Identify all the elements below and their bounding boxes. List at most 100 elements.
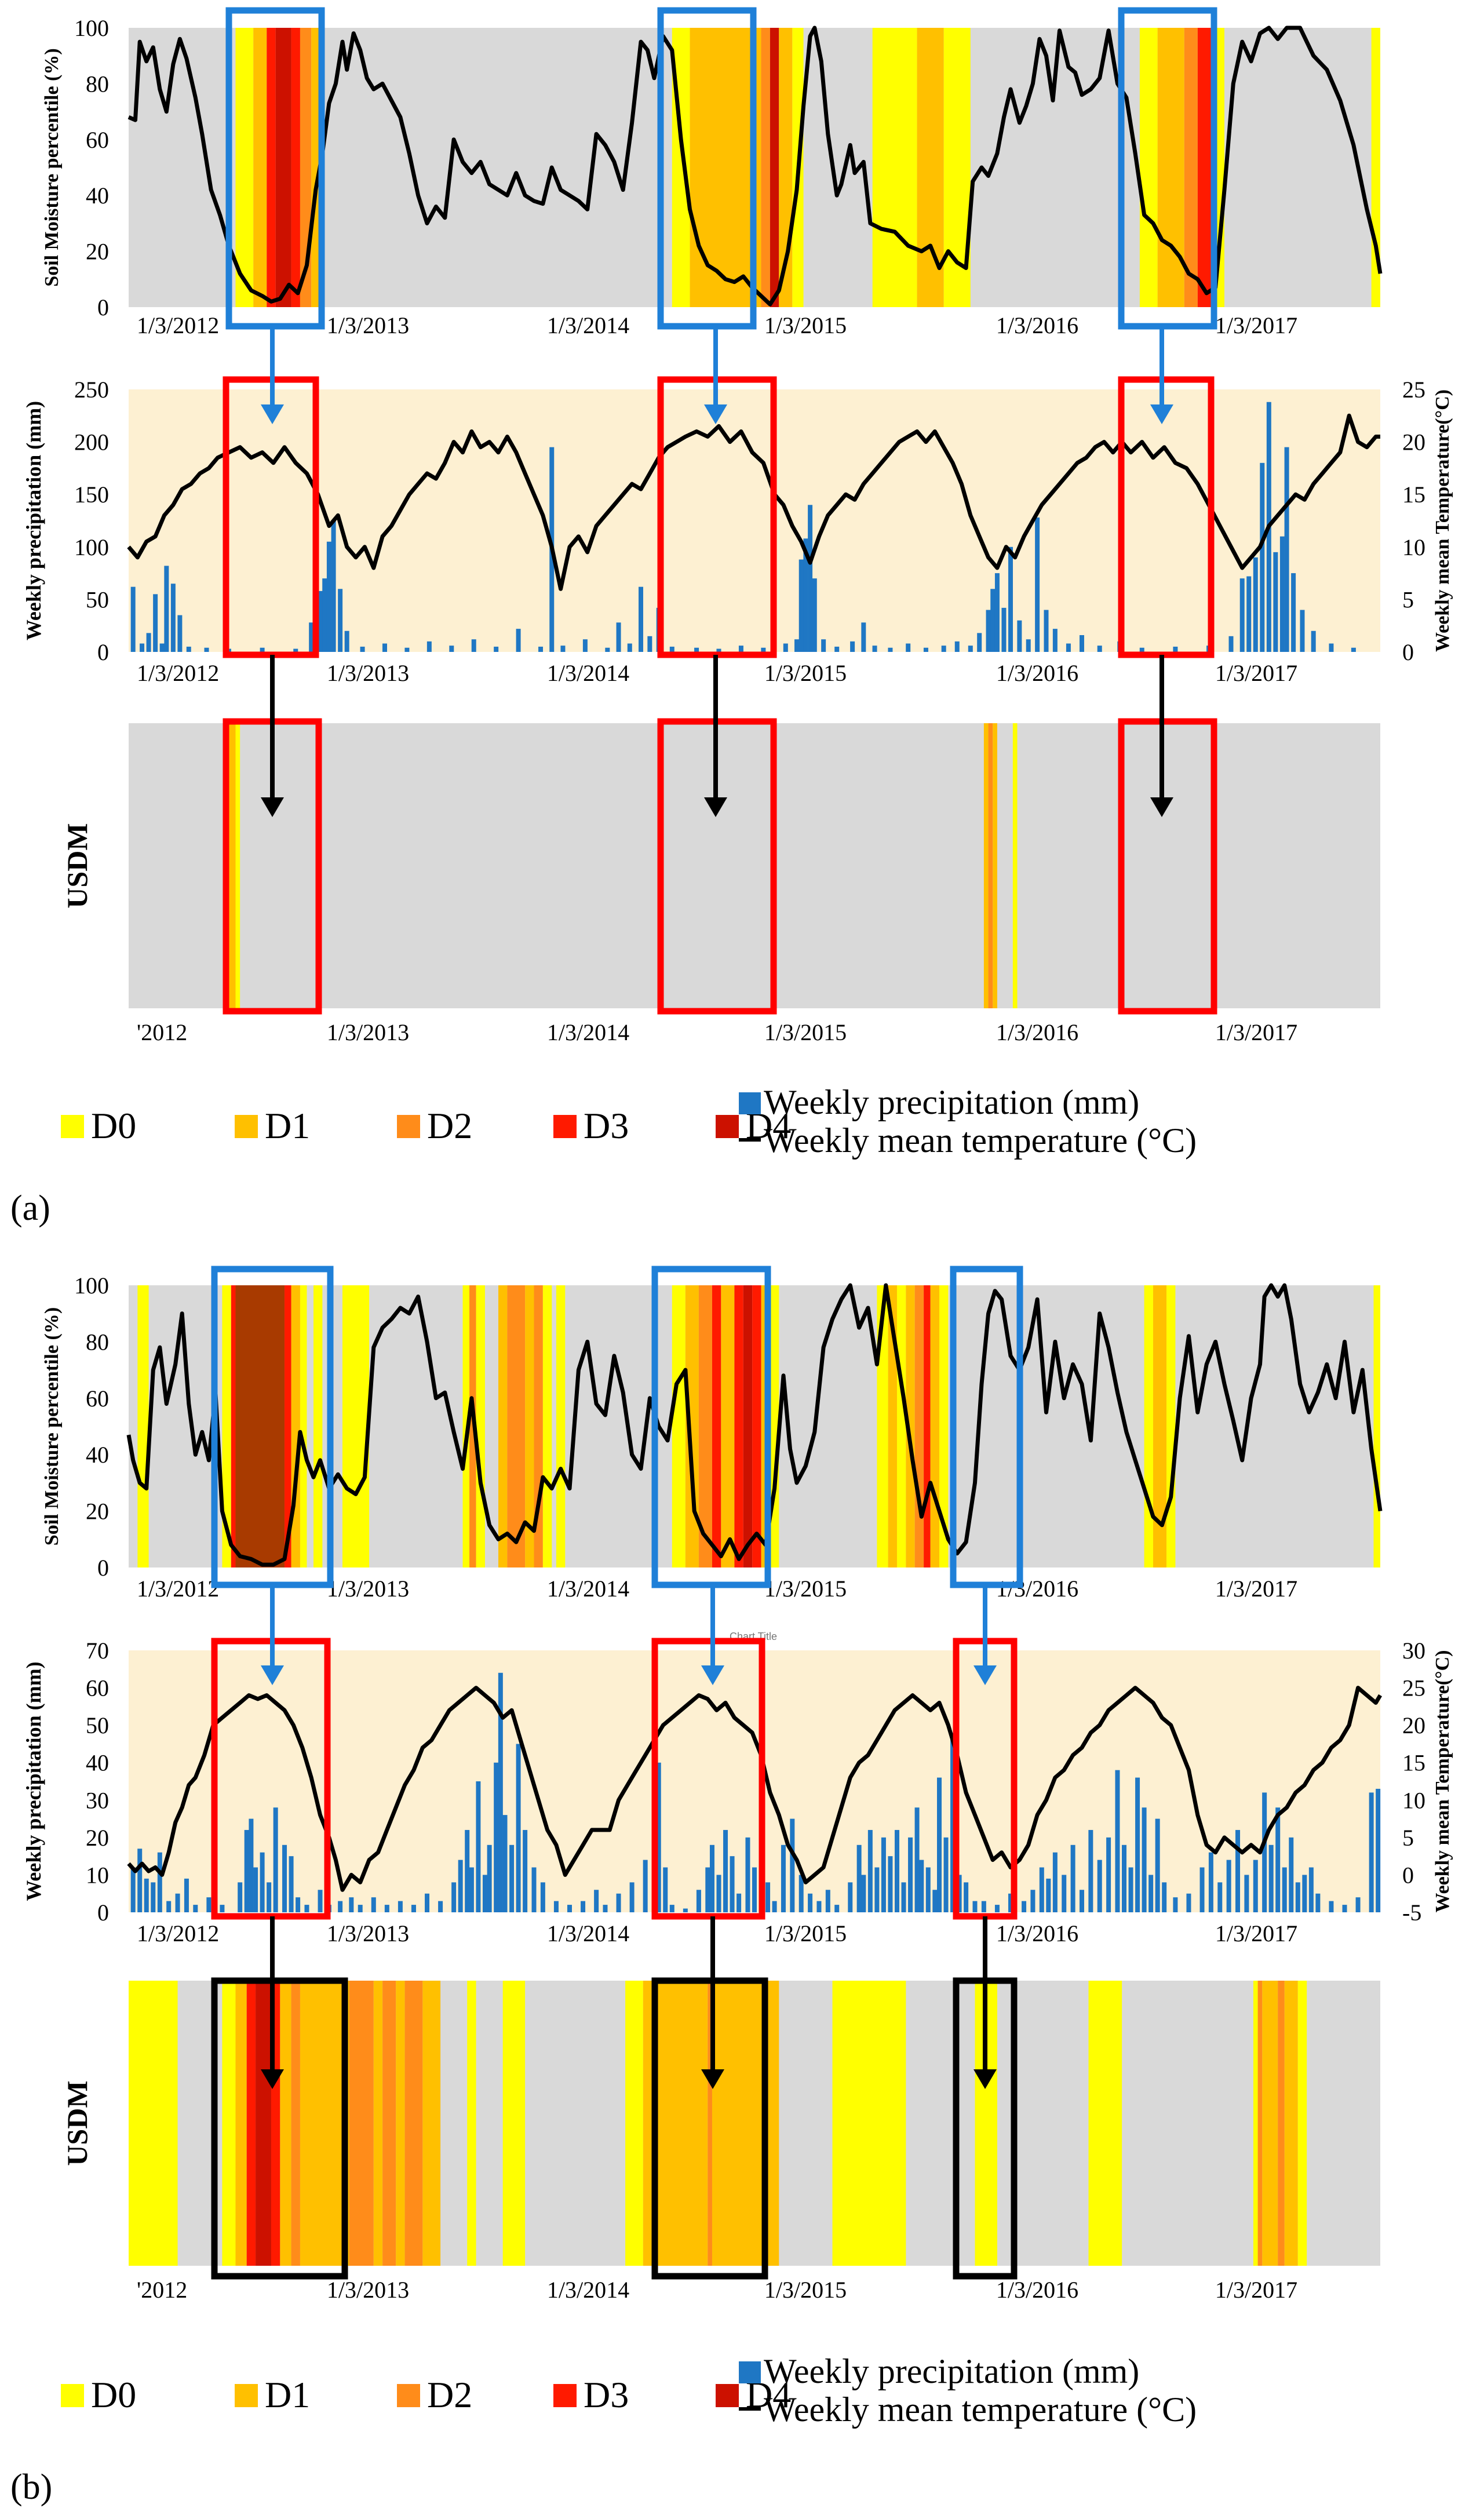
b-precip-bar — [260, 1852, 265, 1912]
b-black-arrow-head — [701, 2069, 724, 2089]
b-precip-bar — [358, 1905, 363, 1912]
b-precip-bar — [438, 1901, 443, 1912]
a-precip-bar — [1173, 646, 1178, 652]
b-usdm-drought-band-D2 — [382, 1981, 396, 2266]
a-precip-bar — [812, 578, 817, 652]
b-sm-drought-band-D4 — [743, 1285, 753, 1568]
b-pt-x-tick-label: 1/3/2017 — [1215, 1920, 1297, 1946]
a-sm-y-tick-label: 0 — [97, 294, 109, 320]
b-pt-y2-tick-label: 15 — [1402, 1750, 1425, 1776]
b-precip-bar — [1039, 1867, 1044, 1912]
a-precip-bar — [1300, 610, 1305, 652]
b-black-box — [651, 1977, 768, 2280]
a-precip-bar — [906, 643, 911, 652]
b-pt-y-tick-label: 0 — [97, 1900, 109, 1926]
a-usdm-x-tick-label: 1/3/2017 — [1215, 1019, 1297, 1045]
b-precip-bar — [745, 1837, 750, 1912]
b-precip-bar — [267, 1882, 272, 1912]
b-sm-x-tick-label: 1/3/2013 — [327, 1576, 409, 1602]
a-legend-precip-swatch — [739, 1092, 761, 1114]
a-legend-swatch-D2 — [397, 1115, 420, 1138]
b-pt-x-tick-label: 1/3/2012 — [137, 1920, 219, 1946]
b-sm-drought-band-D3 — [924, 1285, 931, 1568]
b-precip-bar — [772, 1901, 777, 1912]
b-precip-bar — [516, 1744, 521, 1912]
a-usdm-drought-band-D1 — [983, 723, 989, 1008]
a-red-box — [1118, 376, 1215, 658]
b-precip-bar — [663, 1867, 668, 1912]
b-sm-y-tick-label: 20 — [86, 1499, 109, 1525]
b-pt-x-tick-label: 1/3/2016 — [996, 1920, 1078, 1946]
b-legend-label: D2 — [427, 2374, 472, 2415]
b-usdm-drought-band-D1 — [1284, 1981, 1298, 2266]
b-usdm-x-tick-label: 1/3/2016 — [996, 2277, 1078, 2303]
b-sm-drought-band-D2 — [507, 1285, 526, 1568]
a-precip-axis-title: Weekly precipitation (mm) — [22, 401, 45, 640]
a-precip-bar — [1008, 546, 1013, 652]
b-sm-x-tick-label: 1/3/2012 — [137, 1576, 219, 1602]
b-precip-bar — [1308, 1867, 1314, 1912]
a-precip-bar — [761, 647, 766, 652]
b-sm-drought-band-D3 — [752, 1285, 761, 1568]
a-precip-bar — [638, 586, 643, 652]
b-pt-x-tick-label: 1/3/2014 — [547, 1920, 629, 1946]
b-precip-bar — [736, 1893, 742, 1912]
a-pt-y2-tick-label: 20 — [1402, 429, 1425, 455]
a-precip-bar — [850, 641, 855, 652]
a-precip-bar — [1284, 447, 1289, 652]
b-precip-bar — [304, 1905, 309, 1912]
a-sm-y-tick-label: 100 — [74, 15, 109, 41]
b-usdm-x-tick-label: 1/3/2015 — [764, 2277, 847, 2303]
b-temp-axis-title: Weekly mean Temperature(°C) — [1432, 1650, 1453, 1912]
a-precip-bar — [1279, 536, 1285, 652]
b-precip-bar — [643, 1860, 648, 1912]
b-precip-bar — [1376, 1788, 1381, 1912]
b-precip-bar — [848, 1882, 853, 1912]
b-precip-bar — [1128, 1867, 1133, 1912]
b-precip-bar — [696, 1890, 701, 1912]
a-usdm-drought-band-D2 — [988, 723, 993, 1008]
a-legend-swatch-D4 — [716, 1115, 739, 1138]
a-precip-bar — [260, 647, 265, 652]
a-pt-x-tick-label: 1/3/2013 — [327, 660, 409, 686]
b-precip-bar — [919, 1860, 924, 1912]
b-precip-bar — [289, 1856, 294, 1912]
panel-label-b: (b) — [10, 2467, 52, 2507]
b-sm-y-tick-label: 80 — [86, 1329, 109, 1355]
b-precip-bar — [964, 1882, 969, 1912]
b-pt-y2-tick-label: -5 — [1402, 1900, 1421, 1926]
b-precip-bar — [130, 1867, 136, 1912]
a-precip-bar — [449, 646, 454, 652]
b-precip-bar — [1142, 1807, 1147, 1912]
b-precip-bar — [709, 1844, 714, 1912]
a-precip-bar — [293, 648, 298, 652]
b-precip-bar — [914, 1807, 920, 1912]
b-precip-bar — [1289, 1837, 1294, 1912]
a-blue-box — [657, 7, 757, 330]
b-precip-bar — [1355, 1897, 1361, 1912]
b-precip-bar — [981, 1901, 986, 1912]
b-precip-bar — [937, 1777, 942, 1912]
b-usdm-drought-band-D0 — [502, 1981, 526, 2266]
a-precip-bar — [1066, 643, 1071, 652]
b-precip-bar — [825, 1890, 830, 1912]
a-usdm-x-tick-label: 1/3/2016 — [996, 1019, 1078, 1045]
b-usdm-x-tick-label: 1/3/2017 — [1215, 2277, 1297, 2303]
b-precip-bar — [144, 1878, 149, 1912]
b-blue-arrow-head — [701, 1665, 724, 1685]
b-legend-precip-swatch — [739, 2361, 761, 2383]
b-legend-swatch-D2 — [397, 2384, 420, 2407]
b-usdm-drought-band-D1 — [280, 1981, 291, 2266]
b-usdm-drought-band-D2 — [291, 1981, 300, 2266]
b-legend-swatch-D0 — [61, 2384, 84, 2407]
a-precip-bar — [738, 646, 743, 652]
a-sm-y-tick-label: 60 — [86, 127, 109, 153]
b-precip-bar — [683, 1908, 688, 1912]
b-precip-bar — [1162, 1882, 1167, 1912]
b-precip-bar — [790, 1818, 795, 1912]
a-sm-y-tick-label: 40 — [86, 183, 109, 209]
a-precip-bar — [326, 541, 331, 652]
a-precip-bar — [146, 633, 151, 652]
a-precip-bar — [344, 630, 349, 652]
a-sm-x-tick-label: 1/3/2017 — [1215, 312, 1297, 338]
